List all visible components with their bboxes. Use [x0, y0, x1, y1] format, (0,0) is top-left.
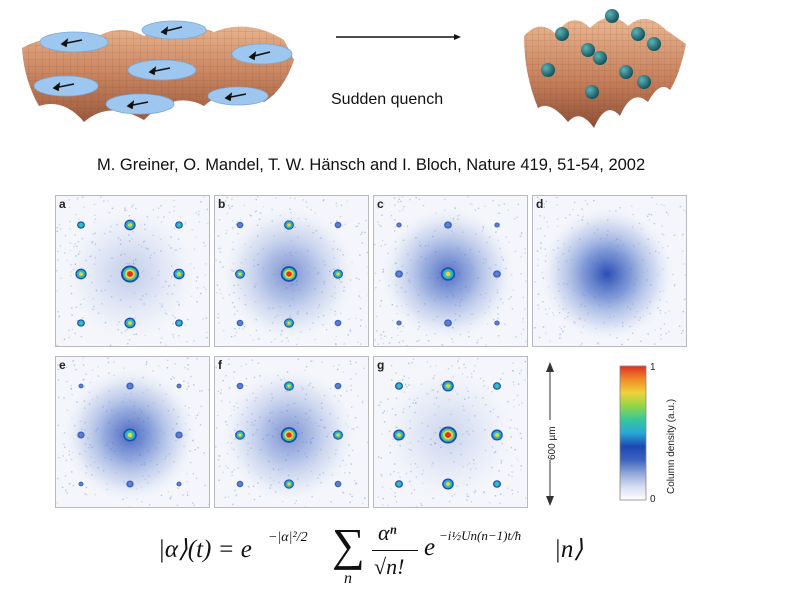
second-order-peak	[396, 222, 402, 228]
first-order-peak	[491, 429, 503, 441]
colorbar-max-label: 1	[650, 362, 656, 373]
second-order-peak	[395, 480, 403, 488]
first-order-peak	[333, 430, 343, 440]
second-order-peak	[236, 221, 244, 229]
panel-e: e	[55, 356, 210, 508]
first-order-peak	[124, 219, 136, 231]
formula-sum-index: n	[344, 570, 352, 587]
panel-d: d	[532, 195, 687, 347]
panel-label-g: g	[377, 358, 385, 372]
first-order-peak	[284, 220, 294, 230]
quench-arrow	[336, 30, 462, 42]
second-order-peak	[77, 221, 85, 229]
scale-bar: 600 µm	[542, 362, 558, 506]
central-peak	[123, 428, 137, 442]
second-order-peak	[175, 319, 183, 327]
panel-f: f	[214, 356, 369, 508]
second-order-peak	[236, 382, 244, 390]
first-order-peak	[442, 478, 454, 490]
first-order-peak	[77, 431, 85, 439]
second-order-peak	[493, 382, 501, 390]
colorbar	[619, 365, 647, 501]
first-order-peak	[126, 382, 134, 390]
first-order-peak	[444, 221, 452, 229]
superfluid-lattice-illustration	[14, 10, 300, 140]
panel-c: c	[373, 195, 528, 347]
absorption-image-figure: a b c d e f g 600 µm 1 0 Column density …	[55, 195, 691, 512]
formula-numerator: αⁿ	[378, 520, 397, 545]
second-order-peak	[494, 222, 500, 228]
first-order-peak	[124, 317, 136, 329]
second-order-peak	[236, 480, 244, 488]
panel-label-c: c	[377, 197, 384, 211]
central-peak	[439, 426, 457, 444]
second-order-peak	[77, 319, 85, 327]
formula-ket: |n⟩	[554, 536, 584, 563]
first-order-peak	[284, 479, 294, 489]
second-order-peak	[334, 480, 342, 488]
panel-label-d: d	[536, 197, 544, 211]
panel-g: g	[373, 356, 528, 508]
second-order-peak	[396, 320, 402, 326]
formula-exponent-2: −i½Un(n−1)t/ħ	[439, 528, 522, 543]
scale-bar-label: 600 µm	[547, 426, 558, 460]
colorbar-title: Column density (a.u.)	[666, 399, 677, 494]
mott-insulator-lattice-illustration	[520, 4, 690, 140]
second-order-peak	[176, 481, 182, 487]
second-order-peak	[395, 382, 403, 390]
central-peak	[280, 427, 298, 443]
first-order-peak	[235, 269, 245, 279]
panel-label-e: e	[59, 358, 66, 372]
first-order-peak	[173, 268, 185, 280]
first-order-peak	[444, 319, 452, 327]
second-order-peak	[78, 481, 84, 487]
first-order-peak	[395, 270, 403, 278]
first-order-peak	[393, 429, 405, 441]
panel-label-a: a	[59, 197, 66, 211]
second-order-peak	[176, 383, 182, 389]
central-peak	[280, 266, 298, 282]
coherent-state-formula: |α⟩(t) = e −|α|²/2 ∑ n αⁿ √n! e −i½Un(n−…	[158, 519, 598, 590]
formula-fraction-bar	[372, 550, 418, 552]
colorbar-min-label: 0	[650, 494, 656, 505]
panel-b: b	[214, 195, 369, 347]
second-order-peak	[78, 383, 84, 389]
first-order-peak	[126, 480, 134, 488]
central-peak	[441, 267, 455, 281]
panel-label-f: f	[218, 358, 222, 372]
central-peak	[121, 265, 139, 283]
first-order-peak	[235, 430, 245, 440]
panel-label-b: b	[218, 197, 226, 211]
first-order-peak	[284, 318, 294, 328]
panel-a: a	[55, 195, 210, 347]
first-order-peak	[75, 268, 87, 280]
second-order-peak	[236, 319, 244, 327]
first-order-peak	[284, 381, 294, 391]
first-order-peak	[175, 431, 183, 439]
second-order-peak	[334, 382, 342, 390]
formula-denominator: √n!	[374, 554, 405, 579]
formula-lhs: |α⟩(t) = e	[158, 536, 252, 563]
citation: M. Greiner, O. Mandel, T. W. Hänsch and …	[97, 156, 646, 174]
formula-sum-sign: ∑	[332, 519, 365, 570]
first-order-peak	[333, 269, 343, 279]
formula-e2: e	[424, 534, 436, 561]
formula-exponent-1: −|α|²/2	[268, 530, 308, 545]
first-order-peak	[442, 380, 454, 392]
background-halo	[537, 204, 677, 344]
second-order-peak	[493, 480, 501, 488]
second-order-peak	[175, 221, 183, 229]
second-order-peak	[334, 319, 342, 327]
second-order-peak	[494, 320, 500, 326]
first-order-peak	[493, 270, 501, 278]
arrow-label: Sudden quench	[331, 91, 444, 108]
legend-area: 600 µm 1 0 Column density (a.u.)	[532, 356, 690, 510]
second-order-peak	[334, 221, 342, 229]
